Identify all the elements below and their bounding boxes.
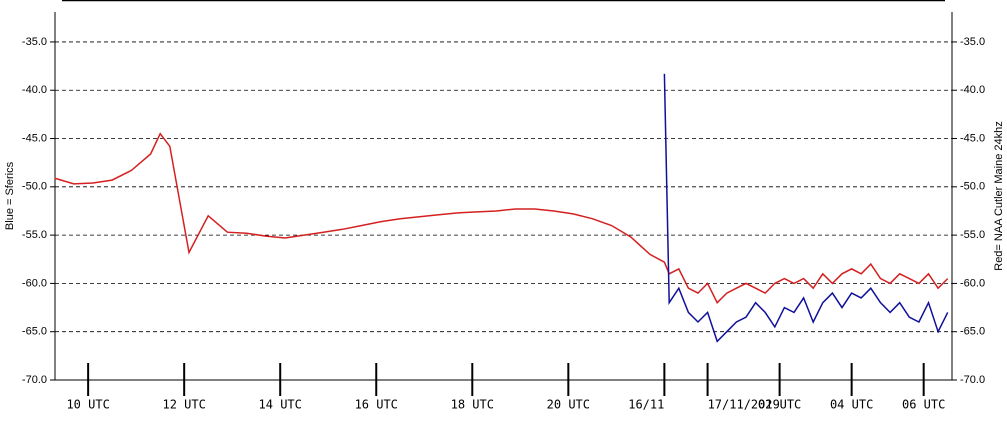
- x-tick-label: 02 UTC: [758, 398, 801, 412]
- x-tick-label: 16 UTC: [355, 398, 398, 412]
- x-tick-label: 16/11: [628, 398, 664, 412]
- y-tick-label: -40.0: [22, 84, 47, 96]
- x-tick-label: 18 UTC: [451, 398, 494, 412]
- y-tick-label: -60.0: [22, 277, 47, 289]
- y2-tick-label: -65.0: [960, 326, 985, 338]
- y2-tick-label: -45.0: [960, 132, 985, 144]
- x-tick-label: 17/11/2019: [708, 398, 780, 412]
- x-tick-label: 20 UTC: [547, 398, 590, 412]
- x-tick-label: 06 UTC: [902, 398, 945, 412]
- y2-tick-label: -50.0: [960, 181, 985, 193]
- x-tick-label: 04 UTC: [830, 398, 873, 412]
- y2-tick-label: -60.0: [960, 277, 985, 289]
- y-tick-label: -55.0: [22, 229, 47, 241]
- y-tick-label: -35.0: [22, 36, 47, 48]
- y2-tick-label: -35.0: [960, 36, 985, 48]
- x-tick-label: 14 UTC: [259, 398, 302, 412]
- y-tick-label: -65.0: [22, 326, 47, 338]
- series-line: [663, 73, 949, 343]
- y-axis-title: Blue = Sferics: [4, 161, 16, 230]
- y2-tick-label: -70.0: [960, 374, 985, 386]
- series-line: [54, 132, 949, 304]
- y2-tick-label: -40.0: [960, 84, 985, 96]
- x-tick-label: 12 UTC: [162, 398, 205, 412]
- y-tick-label: -50.0: [22, 181, 47, 193]
- x-tick-label: 10 UTC: [66, 398, 109, 412]
- y2-tick-label: -55.0: [960, 229, 985, 241]
- y2-axis-title: Red= NAA Cutler Maine 24khz: [993, 121, 1005, 271]
- y-tick-label: -45.0: [22, 132, 47, 144]
- y-tick-label: -70.0: [22, 374, 47, 386]
